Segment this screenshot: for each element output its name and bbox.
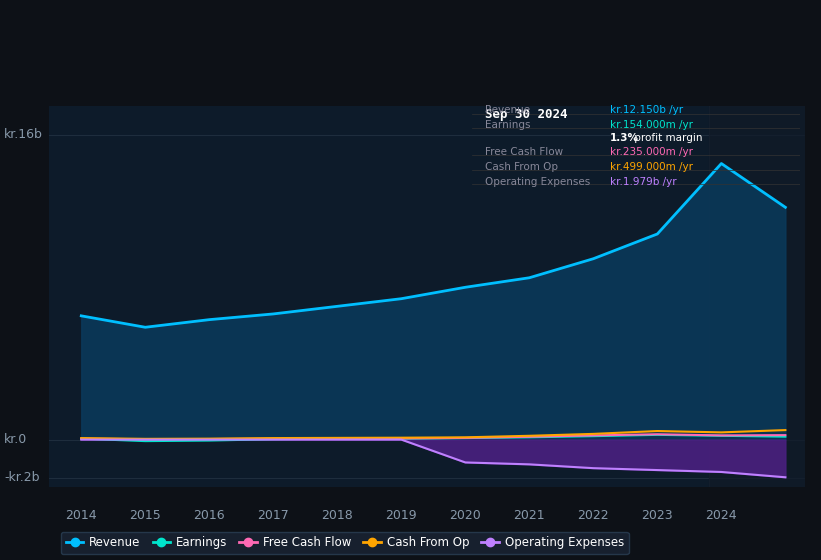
Text: kr.0: kr.0 bbox=[4, 433, 27, 446]
Text: 2017: 2017 bbox=[258, 508, 289, 522]
Text: Cash From Op: Cash From Op bbox=[485, 162, 558, 172]
Bar bbox=[709, 106, 805, 487]
Text: profit margin: profit margin bbox=[631, 133, 703, 143]
Text: Earnings: Earnings bbox=[485, 120, 530, 130]
Text: 2016: 2016 bbox=[194, 508, 225, 522]
Text: Free Cash Flow: Free Cash Flow bbox=[485, 147, 563, 157]
Text: 2015: 2015 bbox=[130, 508, 161, 522]
Text: 2023: 2023 bbox=[641, 508, 673, 522]
Text: kr.499.000m /yr: kr.499.000m /yr bbox=[610, 162, 693, 172]
Text: 2021: 2021 bbox=[513, 508, 545, 522]
Text: kr.154.000m /yr: kr.154.000m /yr bbox=[610, 120, 693, 130]
Text: Revenue: Revenue bbox=[485, 105, 530, 115]
Text: kr.235.000m /yr: kr.235.000m /yr bbox=[610, 147, 693, 157]
Text: kr.16b: kr.16b bbox=[4, 128, 43, 142]
Text: 2024: 2024 bbox=[705, 508, 737, 522]
Legend: Revenue, Earnings, Free Cash Flow, Cash From Op, Operating Expenses: Revenue, Earnings, Free Cash Flow, Cash … bbox=[61, 531, 629, 554]
Text: 2014: 2014 bbox=[66, 508, 97, 522]
Text: 2019: 2019 bbox=[386, 508, 417, 522]
Text: -kr.2b: -kr.2b bbox=[4, 471, 39, 484]
Text: 2018: 2018 bbox=[322, 508, 353, 522]
Text: kr.12.150b /yr: kr.12.150b /yr bbox=[610, 105, 683, 115]
Text: Operating Expenses: Operating Expenses bbox=[485, 178, 590, 188]
Text: kr.1.979b /yr: kr.1.979b /yr bbox=[610, 178, 677, 188]
Text: 2022: 2022 bbox=[577, 508, 609, 522]
Text: 1.3%: 1.3% bbox=[610, 133, 639, 143]
Text: 2020: 2020 bbox=[449, 508, 481, 522]
Text: Sep 30 2024: Sep 30 2024 bbox=[485, 108, 567, 120]
